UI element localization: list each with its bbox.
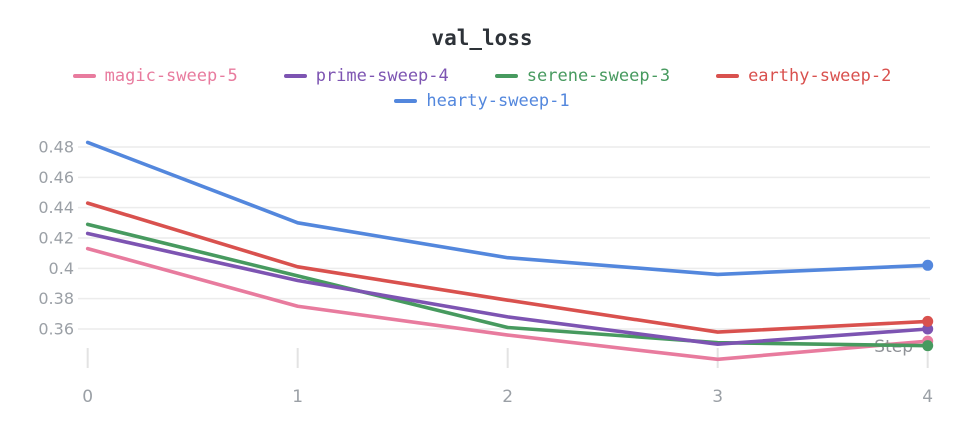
series-line-magic-sweep-5[interactable] [85, 246, 930, 362]
x-axis-tick-label: 3 [712, 387, 723, 407]
series-endpoint-hearty-sweep-1[interactable] [922, 259, 934, 271]
series-line-prime-sweep-4[interactable] [85, 231, 930, 346]
series-line-serene-sweep-3[interactable] [85, 222, 930, 348]
legend-item-prime-sweep-4[interactable]: prime-sweep-4 [283, 66, 449, 86]
legend-swatch-icon [394, 99, 418, 103]
y-axis-tick-label: 0.36 [38, 320, 74, 339]
x-axis-tick-label: 4 [922, 387, 933, 407]
series-endpoint-earthy-sweep-2[interactable] [922, 315, 934, 327]
legend-label: serene-sweep-3 [526, 66, 671, 86]
legend-label: magic-sweep-5 [104, 66, 238, 86]
legend-label: earthy-sweep-2 [748, 66, 892, 86]
legend-item-serene-sweep-3[interactable]: serene-sweep-3 [494, 66, 671, 86]
legend: magic-sweep-5 prime-sweep-4 serene-sweep… [0, 66, 964, 111]
x-axis-tick-label: 1 [292, 387, 303, 407]
series-endpoint-serene-sweep-3[interactable] [922, 340, 934, 352]
y-axis-tick-label: 0.4 [49, 259, 74, 278]
legend-swatch-icon [283, 74, 307, 78]
x-axis-tick-label: 0 [82, 387, 93, 407]
series-line-earthy-sweep-2[interactable] [85, 201, 930, 334]
x-axis-tick-label: 2 [502, 387, 513, 407]
legend-swatch-icon [494, 74, 518, 78]
y-axis-tick-label: 0.38 [38, 289, 74, 308]
legend-label: prime-sweep-4 [315, 66, 449, 86]
series-line-hearty-sweep-1[interactable] [85, 140, 930, 277]
y-axis-tick-label: 0.44 [38, 198, 74, 217]
legend-item-earthy-sweep-2[interactable]: earthy-sweep-2 [716, 66, 891, 86]
y-axis-tick-label: 0.48 [38, 138, 74, 157]
series-endpoint-prime-sweep-4[interactable] [922, 323, 934, 335]
legend-row-2: hearty-sweep-1 [394, 91, 570, 111]
legend-swatch-icon [72, 74, 96, 78]
legend-label: hearty-sweep-1 [426, 91, 570, 111]
legend-swatch-icon [716, 74, 740, 78]
legend-item-hearty-sweep-1[interactable]: hearty-sweep-1 [394, 91, 570, 111]
y-axis-tick-label: 0.42 [38, 229, 74, 248]
y-axis-tick-label: 0.46 [38, 168, 74, 187]
chart-title: val_loss [431, 26, 533, 50]
legend-item-magic-sweep-5[interactable]: magic-sweep-5 [72, 66, 238, 86]
legend-row-1: magic-sweep-5 prime-sweep-4 serene-sweep… [72, 66, 891, 86]
